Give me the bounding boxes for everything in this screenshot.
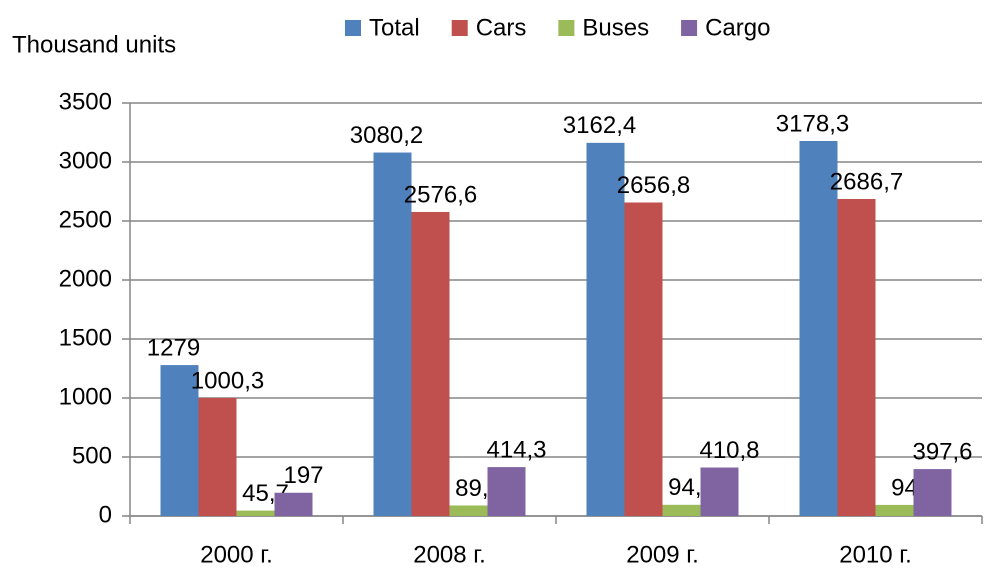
bar bbox=[160, 365, 199, 516]
bar bbox=[662, 504, 701, 516]
bar bbox=[799, 140, 838, 516]
legend-label: Cars bbox=[476, 14, 527, 41]
value-label: 410,8 bbox=[699, 437, 759, 464]
x-tick-label: 2000 г. bbox=[200, 541, 273, 568]
bar bbox=[913, 469, 952, 516]
value-label: 2656,8 bbox=[617, 172, 690, 199]
bar bbox=[373, 152, 412, 516]
bar bbox=[487, 467, 526, 516]
y-tick-label: 1500 bbox=[59, 324, 112, 351]
y-tick-label: 2000 bbox=[59, 265, 112, 292]
bar bbox=[449, 505, 488, 516]
bar bbox=[586, 142, 625, 517]
value-label: 3162,4 bbox=[563, 112, 636, 139]
legend-label: Buses bbox=[582, 14, 649, 41]
bar bbox=[236, 510, 275, 516]
value-label: 397,6 bbox=[912, 438, 972, 465]
bar bbox=[411, 211, 450, 517]
legend-swatch bbox=[345, 20, 361, 36]
value-label: 1000,3 bbox=[191, 367, 264, 394]
x-tick-label: 2009 г. bbox=[626, 541, 699, 568]
value-label: 2686,7 bbox=[830, 168, 903, 195]
y-tick-label: 3000 bbox=[59, 147, 112, 174]
x-tick-label: 2008 г. bbox=[413, 541, 486, 568]
bar bbox=[700, 467, 739, 516]
y-tick-label: 3500 bbox=[59, 88, 112, 115]
x-tick-label: 2010 г. bbox=[839, 541, 912, 568]
legend-swatch bbox=[558, 20, 575, 36]
bar bbox=[198, 397, 237, 516]
value-label: 1279 bbox=[147, 334, 200, 361]
legend-label: Total bbox=[369, 14, 420, 41]
bar bbox=[875, 504, 914, 516]
value-label: 197 bbox=[283, 462, 323, 489]
value-label: 94 bbox=[891, 474, 918, 501]
y-tick-label: 500 bbox=[72, 442, 112, 469]
value-label: 2576,6 bbox=[404, 181, 477, 208]
y-tick-label: 1000 bbox=[59, 383, 112, 410]
bar bbox=[624, 202, 663, 516]
y-tick-label: 0 bbox=[99, 501, 112, 528]
legend-swatch bbox=[451, 20, 468, 36]
value-label: 3178,3 bbox=[776, 110, 849, 137]
bar bbox=[837, 198, 876, 516]
value-label: 414,3 bbox=[486, 436, 546, 463]
y-tick-label: 2500 bbox=[59, 206, 112, 233]
y-axis-label: Thousand units bbox=[12, 31, 176, 58]
bar bbox=[274, 492, 313, 516]
legend-label: Cargo bbox=[705, 14, 770, 41]
legend-swatch bbox=[681, 20, 698, 36]
value-label: 3080,2 bbox=[350, 122, 423, 149]
